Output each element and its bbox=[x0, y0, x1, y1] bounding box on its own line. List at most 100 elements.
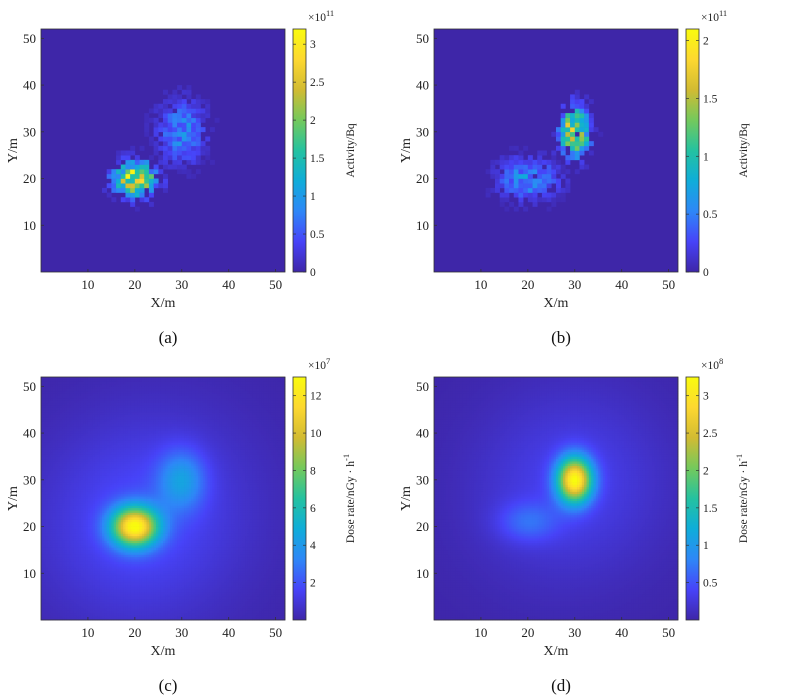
heatmap-cell bbox=[92, 486, 96, 490]
heatmap-cell bbox=[102, 598, 105, 602]
heatmap-cell bbox=[97, 517, 100, 520]
heatmap-cell bbox=[130, 533, 133, 537]
heatmap-cell bbox=[127, 568, 131, 572]
heatmap-cell bbox=[593, 127, 599, 133]
heatmap-cell bbox=[116, 435, 119, 439]
heatmap-cell bbox=[62, 496, 65, 499]
heatmap-cell bbox=[76, 442, 79, 446]
heatmap-cell bbox=[109, 412, 112, 415]
heatmap-cell bbox=[137, 549, 140, 553]
heatmap-cell bbox=[191, 145, 197, 151]
heatmap-cell bbox=[99, 444, 103, 448]
heatmap-cell bbox=[62, 491, 65, 495]
heatmap-cell bbox=[62, 605, 65, 609]
heatmap-cell bbox=[565, 113, 571, 119]
heatmap-cell bbox=[104, 444, 107, 448]
heatmap-cell bbox=[90, 573, 93, 576]
heatmap-cell bbox=[87, 458, 91, 462]
heatmap-cell bbox=[116, 173, 122, 179]
heatmap-cell bbox=[167, 113, 173, 119]
heatmap-cell bbox=[62, 512, 65, 516]
heatmap-cell bbox=[111, 615, 115, 618]
heatmap-cell bbox=[69, 463, 72, 467]
heatmap-cell bbox=[111, 187, 117, 193]
heatmap-cell bbox=[87, 521, 91, 525]
heatmap-cell bbox=[513, 169, 519, 175]
heatmap-cell bbox=[62, 566, 65, 569]
heatmap-cell bbox=[57, 521, 61, 525]
heatmap-cell bbox=[45, 554, 49, 558]
heatmap-cell bbox=[48, 617, 51, 621]
heatmap-cell bbox=[120, 559, 124, 562]
heatmap-cell bbox=[73, 514, 77, 518]
heatmap-cell bbox=[73, 570, 77, 574]
heatmap-cell bbox=[73, 377, 77, 380]
heatmap-cell bbox=[59, 538, 63, 541]
heatmap-cell bbox=[132, 402, 136, 406]
heatmap-cell bbox=[518, 159, 524, 165]
heatmap-cell bbox=[127, 610, 131, 614]
heatmap-cell bbox=[52, 400, 56, 404]
heatmap-cell bbox=[66, 400, 70, 404]
heatmap-cell bbox=[90, 486, 93, 490]
heatmap-cell bbox=[69, 412, 72, 415]
heatmap-cell bbox=[92, 393, 96, 396]
heatmap-cell bbox=[43, 531, 46, 534]
heatmap-cell bbox=[78, 402, 82, 406]
heatmap-cell bbox=[556, 131, 561, 137]
heatmap-cell bbox=[195, 131, 201, 137]
heatmap-cell bbox=[43, 573, 46, 576]
heatmap-cell bbox=[504, 169, 510, 175]
heatmap-cell bbox=[62, 395, 65, 399]
heatmap-cell bbox=[130, 479, 133, 483]
heatmap-cell bbox=[69, 416, 72, 420]
heatmap-cell bbox=[92, 461, 96, 464]
heatmap-cell bbox=[80, 559, 84, 562]
heatmap-cell bbox=[99, 412, 103, 415]
heatmap-cell bbox=[64, 615, 68, 618]
heatmap-cell bbox=[116, 442, 119, 446]
heatmap-cell bbox=[116, 159, 122, 165]
heatmap-cell bbox=[90, 554, 93, 558]
heatmap-cell bbox=[158, 183, 164, 189]
heatmap-cell bbox=[66, 416, 70, 420]
heatmap-cell bbox=[113, 384, 117, 387]
heatmap-cell bbox=[66, 575, 70, 579]
heatmap-cell bbox=[570, 103, 576, 109]
heatmap-cell bbox=[87, 491, 91, 495]
heatmap-cell bbox=[116, 605, 119, 609]
heatmap-cell bbox=[41, 395, 44, 399]
heatmap-cell bbox=[45, 458, 49, 462]
heatmap-cell bbox=[62, 449, 65, 453]
heatmap-cell bbox=[73, 470, 77, 474]
heatmap-cell bbox=[59, 440, 63, 443]
heatmap-cell bbox=[76, 542, 79, 546]
heatmap-cell bbox=[125, 598, 129, 602]
heatmap-cell bbox=[111, 533, 115, 537]
heatmap-cell bbox=[104, 603, 107, 607]
heatmap-cell bbox=[45, 605, 49, 609]
heatmap-cell bbox=[99, 584, 103, 588]
heatmap-cell bbox=[102, 493, 105, 497]
heatmap-cell bbox=[118, 493, 122, 497]
heatmap-cell bbox=[111, 566, 115, 569]
heatmap-cell bbox=[55, 440, 58, 443]
heatmap-cell bbox=[66, 617, 70, 621]
heatmap-cell bbox=[57, 568, 61, 572]
heatmap-cell bbox=[127, 489, 131, 492]
heatmap-cell bbox=[64, 535, 68, 539]
heatmap-cell bbox=[92, 545, 96, 548]
heatmap-cell bbox=[78, 500, 82, 504]
heatmap-cell bbox=[132, 493, 136, 497]
heatmap-cell bbox=[90, 449, 93, 453]
heatmap-cell bbox=[94, 561, 98, 565]
heatmap-cell bbox=[509, 187, 515, 193]
heatmap-cell bbox=[78, 428, 82, 432]
heatmap-cell bbox=[90, 477, 93, 481]
heatmap-cell bbox=[132, 479, 136, 483]
heatmap-cell bbox=[195, 141, 201, 147]
heatmap-cell bbox=[97, 605, 100, 609]
heatmap-cell bbox=[73, 538, 77, 541]
heatmap-cell bbox=[106, 547, 110, 551]
heatmap-cell bbox=[137, 570, 140, 574]
